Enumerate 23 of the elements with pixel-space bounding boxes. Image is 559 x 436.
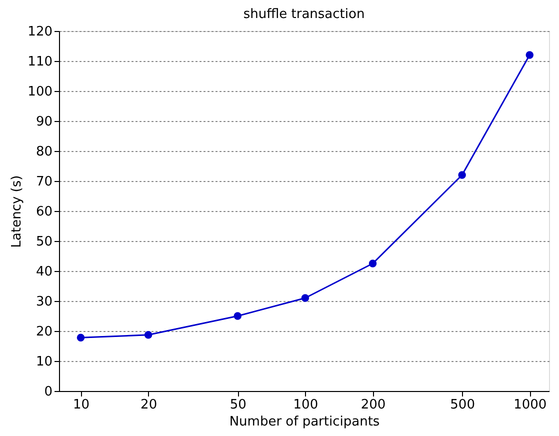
y-tick-label: 40 [36,264,52,280]
y-tick-label: 80 [36,144,52,160]
y-tick-label: 50 [36,234,52,250]
y-tick-label: 10 [36,354,52,370]
y-tick-label: 20 [36,324,52,340]
chart-title: shuffle transaction [243,7,365,22]
x-tick-label: 1000 [514,398,547,412]
y-tick-label: 120 [28,24,52,40]
x-tick-label: 100 [293,398,318,412]
x-tick-label: 10 [72,398,90,412]
y-tick-label: 110 [28,54,52,70]
y-tick-label: 60 [36,204,52,220]
x-tick-label: 20 [140,398,158,412]
x-axis-title: Number of participants [229,414,380,430]
x-tick-label: 50 [230,398,246,412]
y-tick-label: 0 [44,384,52,400]
y-axis-title: Latency (s) [10,175,25,248]
x-tick-label: 200 [360,398,386,412]
y-tick-label: 70 [36,174,52,190]
y-tick-label: 100 [28,84,52,100]
x-tick-label: 500 [450,398,475,412]
y-tick-label: 90 [36,114,52,130]
y-tick-label: 30 [36,294,52,310]
